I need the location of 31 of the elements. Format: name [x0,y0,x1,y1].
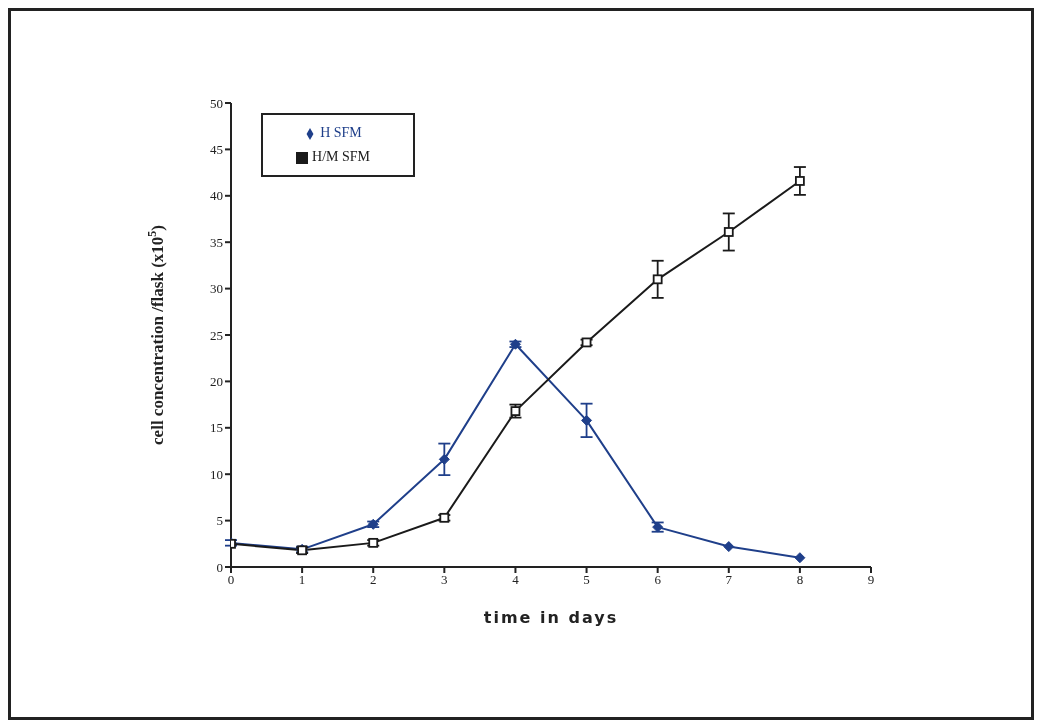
legend-label: H SFM [320,125,362,140]
point [794,176,805,186]
x-tick-label: 2 [369,572,377,588]
x-tick-label: 3 [441,572,448,588]
x-tick-label: 7 [725,572,733,588]
x-tick-label: 5 [583,572,590,588]
y-tick-label: 0 [216,559,223,575]
y-tick-label: 20 [210,374,223,390]
x-tick-label: 4 [512,572,520,588]
point [794,552,806,564]
x-tick-label: 6 [654,572,662,588]
y-tick-label: 35 [210,234,223,250]
y-tick-label: 5 [216,513,223,529]
y-tick-label: 10 [210,466,223,482]
y-tick-label: 50 [210,95,223,111]
y-tick-label: 45 [210,142,223,158]
x-axis-title: time in days [483,608,619,627]
point [723,541,735,553]
y-tick-label: 15 [210,420,223,436]
y-tick-label: 25 [210,327,223,343]
point [723,227,734,237]
point [581,414,593,426]
x-tick-label: 8 [796,572,804,588]
x-tick-label: 0 [227,572,235,588]
y-tick-label: 30 [210,281,223,297]
point [438,453,450,465]
point [652,274,663,285]
y-tick-label: 40 [210,188,223,204]
legend-label: H/M SFM [312,149,370,164]
x-tick-label: 1 [298,572,306,588]
x-tick-label: 9 [867,572,875,588]
